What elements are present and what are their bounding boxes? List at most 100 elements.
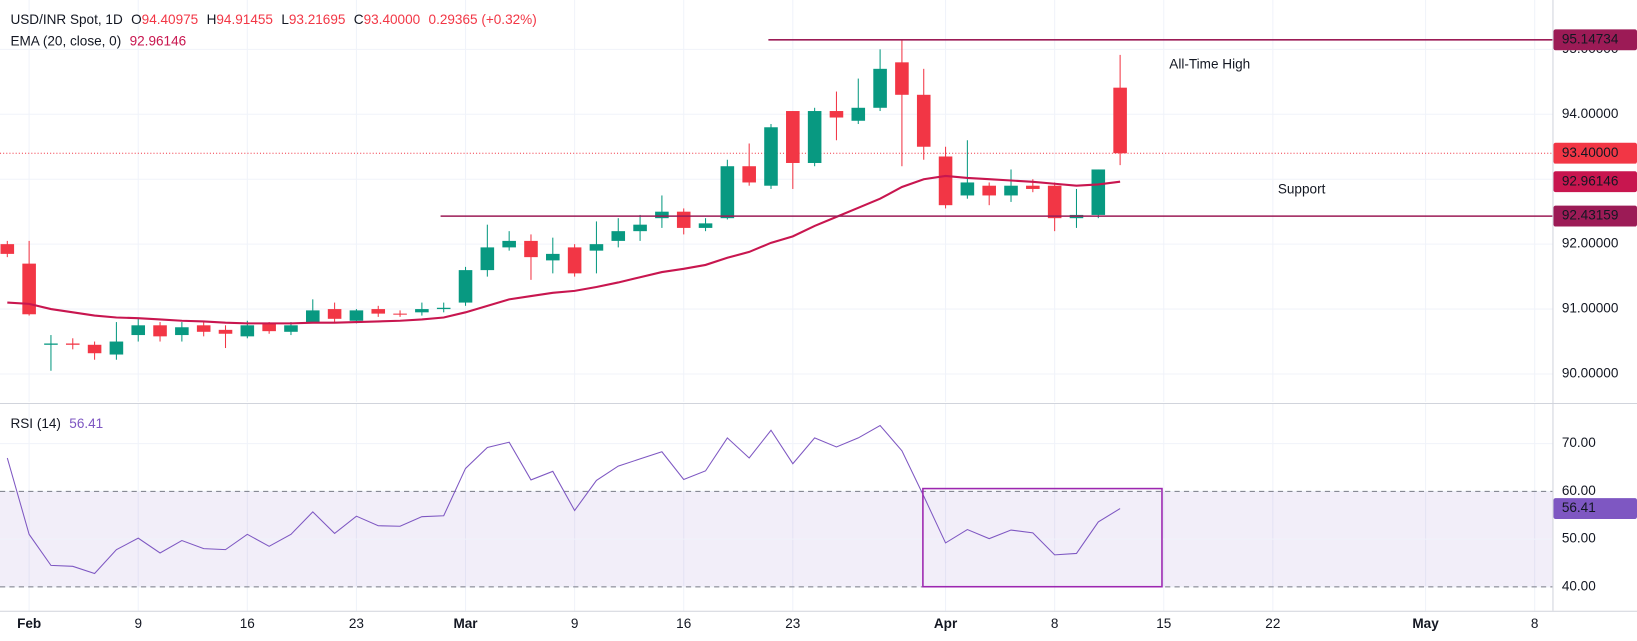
y-tick-label: 40.00 [1562, 578, 1596, 593]
x-tick-label: 15 [1156, 616, 1171, 631]
y-tick-label: 50.00 [1562, 531, 1596, 546]
candle-body [938, 156, 953, 206]
support-axis-label: 92.43159 [1562, 208, 1619, 223]
candle-body [851, 107, 866, 121]
candle-body [764, 127, 778, 186]
candle-body [524, 240, 538, 258]
candle-body [153, 325, 167, 337]
rsi-value: 56.41 [69, 415, 103, 430]
rsi-highlight-box [922, 487, 1163, 588]
last-price-axis-label-box [1553, 142, 1637, 164]
rsi-name: RSI (14) [10, 415, 61, 430]
x-tick-label: 16 [240, 616, 255, 631]
symbol: USD/INR Spot, 1D [10, 11, 123, 26]
candle-body [327, 309, 342, 319]
rsi-axis-label: 56.41 [1562, 500, 1596, 515]
candle-body [458, 270, 473, 303]
x-tick-label: 8 [1531, 616, 1539, 631]
x-tick-label: 8 [1051, 616, 1059, 631]
candle-body [786, 111, 800, 163]
candle-body [676, 211, 691, 228]
x-tick-label: May [1412, 616, 1439, 631]
annotation: Support [1278, 182, 1326, 197]
candle-body [1004, 185, 1018, 196]
ohlc-key: O [131, 11, 142, 26]
x-tick-label: 16 [676, 616, 691, 631]
ohlc-key: L [281, 11, 289, 26]
y-tick-label: 60.00 [1562, 483, 1596, 498]
candle-body [895, 62, 909, 95]
candle-body [611, 231, 626, 241]
x-tick-label: 9 [134, 616, 142, 631]
candle-body [698, 223, 713, 228]
candle-body [415, 309, 429, 313]
legend: RSI (14) 56.41 [10, 415, 103, 430]
ema-name: EMA (20, close, 0) [10, 33, 121, 48]
x-tick-label: Mar [453, 616, 478, 631]
candle-body [829, 111, 844, 118]
candle-body [393, 313, 407, 315]
candle-body [0, 244, 15, 254]
support-axis-label-box [1553, 205, 1637, 227]
candle-body [371, 309, 386, 314]
rsi-line [6, 424, 1121, 575]
ema-axis-label-box [1553, 171, 1637, 193]
annotation: All-Time High [1169, 56, 1250, 71]
candle-body [196, 325, 211, 332]
legend: EMA (20, close, 0) 92.96146 [10, 33, 186, 48]
candle-body [960, 182, 975, 196]
grid-layer [0, 0, 1553, 611]
candle-body [44, 343, 58, 345]
x-tick-label: 23 [785, 616, 800, 631]
candle-body [982, 185, 996, 196]
candle-body [349, 310, 364, 321]
ohlc-value: 94.40975 [142, 11, 199, 26]
ema-line [7, 174, 1121, 325]
ema-value: 92.96146 [130, 33, 187, 48]
label-layer: Feb 9 16 23 Mar 9 16 23 Apr 8 15 22 May 8 90.00000 91.0… [10, 11, 1637, 631]
candle-body [720, 166, 735, 219]
candle-body [218, 329, 233, 334]
ema-axis-label: 92.96146 [1562, 173, 1619, 188]
y-tick-label: 92.00000 [1562, 236, 1619, 251]
x-tick-label: Feb [17, 616, 41, 631]
ohlc-key: H [207, 11, 217, 26]
candle-body [567, 247, 582, 274]
y-tick-label: 90.00000 [1562, 366, 1619, 381]
legend: USD/INR Spot, 1D O94.40975 H94.91455 L93.21… [10, 11, 536, 26]
candle-body [131, 325, 146, 336]
ath-axis-label-box [1553, 29, 1637, 51]
rsi-axis-label-box [1553, 498, 1637, 519]
candle-body [87, 344, 102, 354]
candle-body [480, 247, 495, 271]
ohlc-value: 94.91455 [216, 11, 273, 26]
last-price-axis-label: 93.40000 [1562, 145, 1619, 160]
candle-body [807, 111, 822, 163]
candle-body [305, 310, 320, 323]
candle-body [175, 327, 189, 336]
candle-body [284, 325, 298, 332]
candle-body [65, 343, 80, 345]
candle-body [742, 166, 756, 183]
candle-body [633, 224, 647, 232]
x-tick-label: 9 [571, 616, 579, 631]
y-tick-label: 70.00 [1562, 435, 1596, 450]
x-tick-label: 22 [1265, 616, 1280, 631]
candle-body [22, 263, 36, 315]
ohlc-key: C [354, 11, 364, 26]
y-tick-label: 94.00000 [1562, 106, 1619, 121]
candle-body [546, 253, 560, 261]
x-tick-label: 23 [349, 616, 364, 631]
x-tick-label: Apr [934, 616, 958, 631]
candle-body [1113, 87, 1127, 154]
candle-body [589, 244, 604, 251]
candle-body [655, 211, 669, 219]
change: 0.29365 (+0.32%) [429, 11, 537, 26]
candle-body [262, 324, 276, 332]
candle-body [240, 325, 255, 337]
ath-axis-label: 95.14734 [1562, 31, 1619, 46]
ohlc-value: 93.21695 [289, 11, 346, 26]
